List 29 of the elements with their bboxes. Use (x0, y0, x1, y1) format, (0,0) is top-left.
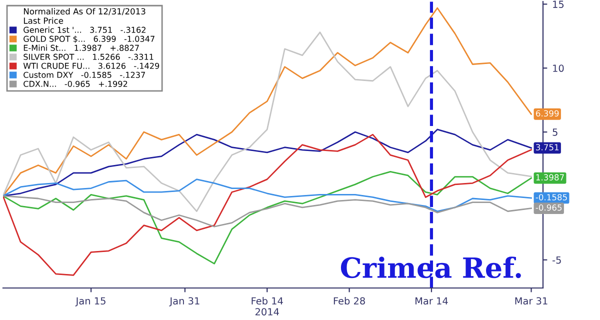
x-tick-label: Feb 14 2014 (252, 297, 283, 316)
data-label: 1.3987 (536, 174, 564, 180)
x-tick-label: Jan 31 (169, 297, 200, 306)
x-tick-label: Mar 31 (515, 297, 548, 305)
x-tick-label: Mar 14 (416, 297, 448, 305)
legend-label: Generic 1st '... 3.751 -.3162 (24, 26, 146, 33)
x-tick-label: Jan 15 (75, 297, 106, 306)
legend-label: CDX.N... -0.965 +.1992 (24, 80, 128, 87)
legend-label: SILVER SPOT ... 1.5266 -.3311 (24, 54, 154, 60)
data-label: -0.965 (536, 204, 562, 211)
legend-label: WTI CRUDE FU... 3.6126 -.1429 (23, 62, 160, 69)
line-series (3, 32, 532, 212)
data-label: -0.1585 (536, 194, 567, 200)
legend-label: GOLD SPOT $... 6.399 -1.0347 (24, 36, 154, 43)
legend-label: E-Mini St... 1.3987 +.8827 (24, 44, 139, 51)
data-label: 6.399 (536, 110, 559, 117)
y-tick-label: -5 (552, 256, 561, 264)
y-tick-label: 5 (552, 128, 558, 136)
y-tick-label: 10 (553, 64, 564, 72)
line-series (3, 178, 532, 212)
legend-label: Custom DXY -0.1585 -.1237 (24, 72, 145, 78)
y-tick-label: 15 (553, 0, 564, 8)
line-series (3, 195, 532, 228)
line-series (3, 128, 532, 197)
line-series (3, 7, 532, 197)
ref-line-label: Crimea Ref. (340, 256, 521, 278)
x-tick-label: Feb 28 (334, 297, 365, 305)
data-label: 3.751 (536, 144, 559, 150)
legend-title: Normalized As Of 12/31/2013 Last Price (24, 8, 146, 24)
